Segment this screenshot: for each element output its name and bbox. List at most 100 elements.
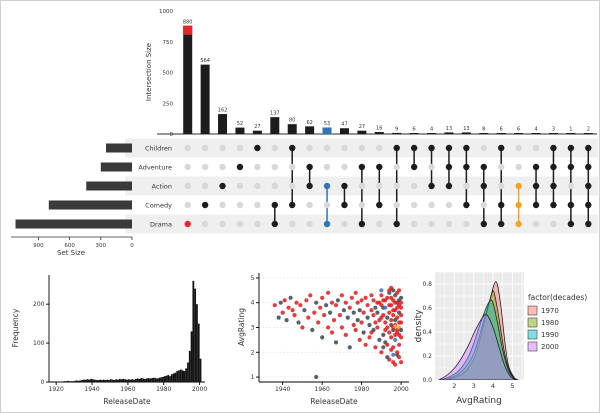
matrix-dot	[480, 144, 487, 152]
matrix-dot	[428, 201, 435, 209]
scatter-point	[351, 310, 356, 315]
histogram-bar	[109, 379, 112, 382]
scatter-point	[385, 315, 390, 320]
density-y-tick-label: 0.2	[422, 353, 432, 360]
matrix-dot	[358, 144, 366, 152]
scatter-point	[324, 303, 329, 308]
scatter-point	[391, 288, 396, 293]
scatter-point	[369, 293, 374, 298]
intersection-bar	[566, 133, 576, 134]
histogram-bar	[174, 372, 177, 382]
matrix-dot	[341, 220, 348, 228]
matrix-dot	[445, 144, 453, 152]
intersection-count-label: 4	[430, 127, 433, 133]
scatter-point	[306, 315, 311, 320]
scatter-point	[365, 315, 370, 320]
histogram-x-tick-label: 1960	[120, 386, 135, 393]
scatter-y-tick-label: 4	[251, 300, 255, 307]
histogram-bar	[156, 378, 159, 382]
scatter-point	[357, 337, 362, 342]
matrix-dot	[393, 201, 400, 209]
matrix-dot	[498, 144, 505, 152]
intersection-count-label: 16	[376, 126, 382, 132]
intersection-bar	[270, 117, 280, 134]
histogram-bar	[138, 378, 141, 382]
scatter-point	[389, 335, 394, 340]
scatter-point	[387, 310, 392, 315]
matrix-dot	[376, 182, 383, 190]
scatter-point	[391, 313, 396, 318]
histogram-bar	[149, 378, 152, 382]
histogram-bar	[161, 376, 164, 382]
matrix-dot	[236, 163, 244, 171]
matrix-dot	[306, 163, 313, 171]
scatter-point	[302, 308, 307, 313]
scatter-point	[339, 325, 344, 330]
histogram-bar	[194, 288, 197, 382]
matrix-dot	[184, 182, 191, 190]
histogram-y-axis-label: Frequency	[11, 308, 20, 347]
scatter-point	[381, 345, 386, 350]
intersection-y-tick-label: 1000	[159, 9, 173, 15]
scatter-point	[353, 290, 358, 295]
matrix-dot	[498, 201, 505, 209]
intersection-count-label: 8	[482, 127, 485, 133]
matrix-dot	[463, 144, 470, 152]
scatter-point	[341, 308, 346, 313]
intersection-bar	[322, 127, 332, 134]
matrix-dot	[219, 163, 226, 171]
matrix-dot	[341, 163, 348, 171]
scatter-point	[296, 320, 301, 325]
scatter-point	[339, 293, 344, 298]
intersection-count-label: 13	[463, 126, 469, 132]
matrix-dot	[445, 182, 453, 190]
scatter-point	[359, 320, 364, 325]
matrix-dot	[271, 144, 278, 152]
set-size-bar	[106, 143, 132, 153]
matrix-dot	[306, 144, 313, 152]
histogram-bar	[185, 368, 188, 382]
intersection-count-label: 3	[552, 127, 555, 133]
histogram-bar	[97, 380, 100, 382]
scatter-point	[345, 315, 350, 320]
intersection-count-label: 27	[359, 124, 365, 130]
histogram-bar	[142, 378, 145, 382]
histogram-bar	[79, 380, 82, 382]
matrix-dot	[323, 163, 331, 171]
histogram-bar	[183, 371, 186, 382]
matrix-dot	[341, 144, 348, 152]
legend-swatch-1990	[527, 329, 538, 340]
scatter-point	[280, 310, 285, 315]
density-legend-title: factor(decades)	[528, 293, 587, 302]
histogram-bar	[131, 379, 134, 382]
scatter-point	[363, 295, 368, 300]
histogram-bar	[136, 378, 139, 382]
histogram-bar	[65, 381, 67, 382]
matrix-dot	[480, 201, 487, 209]
scatter-point	[385, 325, 390, 330]
histogram-bar	[68, 381, 71, 382]
matrix-dot	[376, 201, 383, 209]
histogram-y-tick-label: 200	[33, 301, 45, 308]
matrix-dot	[254, 182, 261, 190]
matrix-dot	[219, 220, 226, 228]
intersection-bar	[374, 132, 384, 134]
intersection-count-label: 27	[254, 124, 260, 130]
matrix-dot	[341, 182, 348, 190]
matrix-dot	[393, 220, 400, 228]
matrix-dot	[567, 144, 575, 152]
scatter-point	[387, 330, 392, 335]
histogram-x-tick-label: 1980	[156, 386, 171, 393]
intersection-count-label: 4	[534, 127, 537, 133]
histogram-bar	[187, 362, 189, 382]
matrix-dot	[550, 182, 557, 190]
intersection-bar	[409, 133, 419, 134]
set-size-tick-label: 600	[64, 243, 75, 249]
scatter-point	[387, 357, 392, 362]
scatter-point	[365, 303, 370, 308]
scatter-point	[379, 293, 384, 298]
matrix-dot	[532, 163, 540, 171]
legend-label-1990: 1990	[541, 331, 559, 339]
